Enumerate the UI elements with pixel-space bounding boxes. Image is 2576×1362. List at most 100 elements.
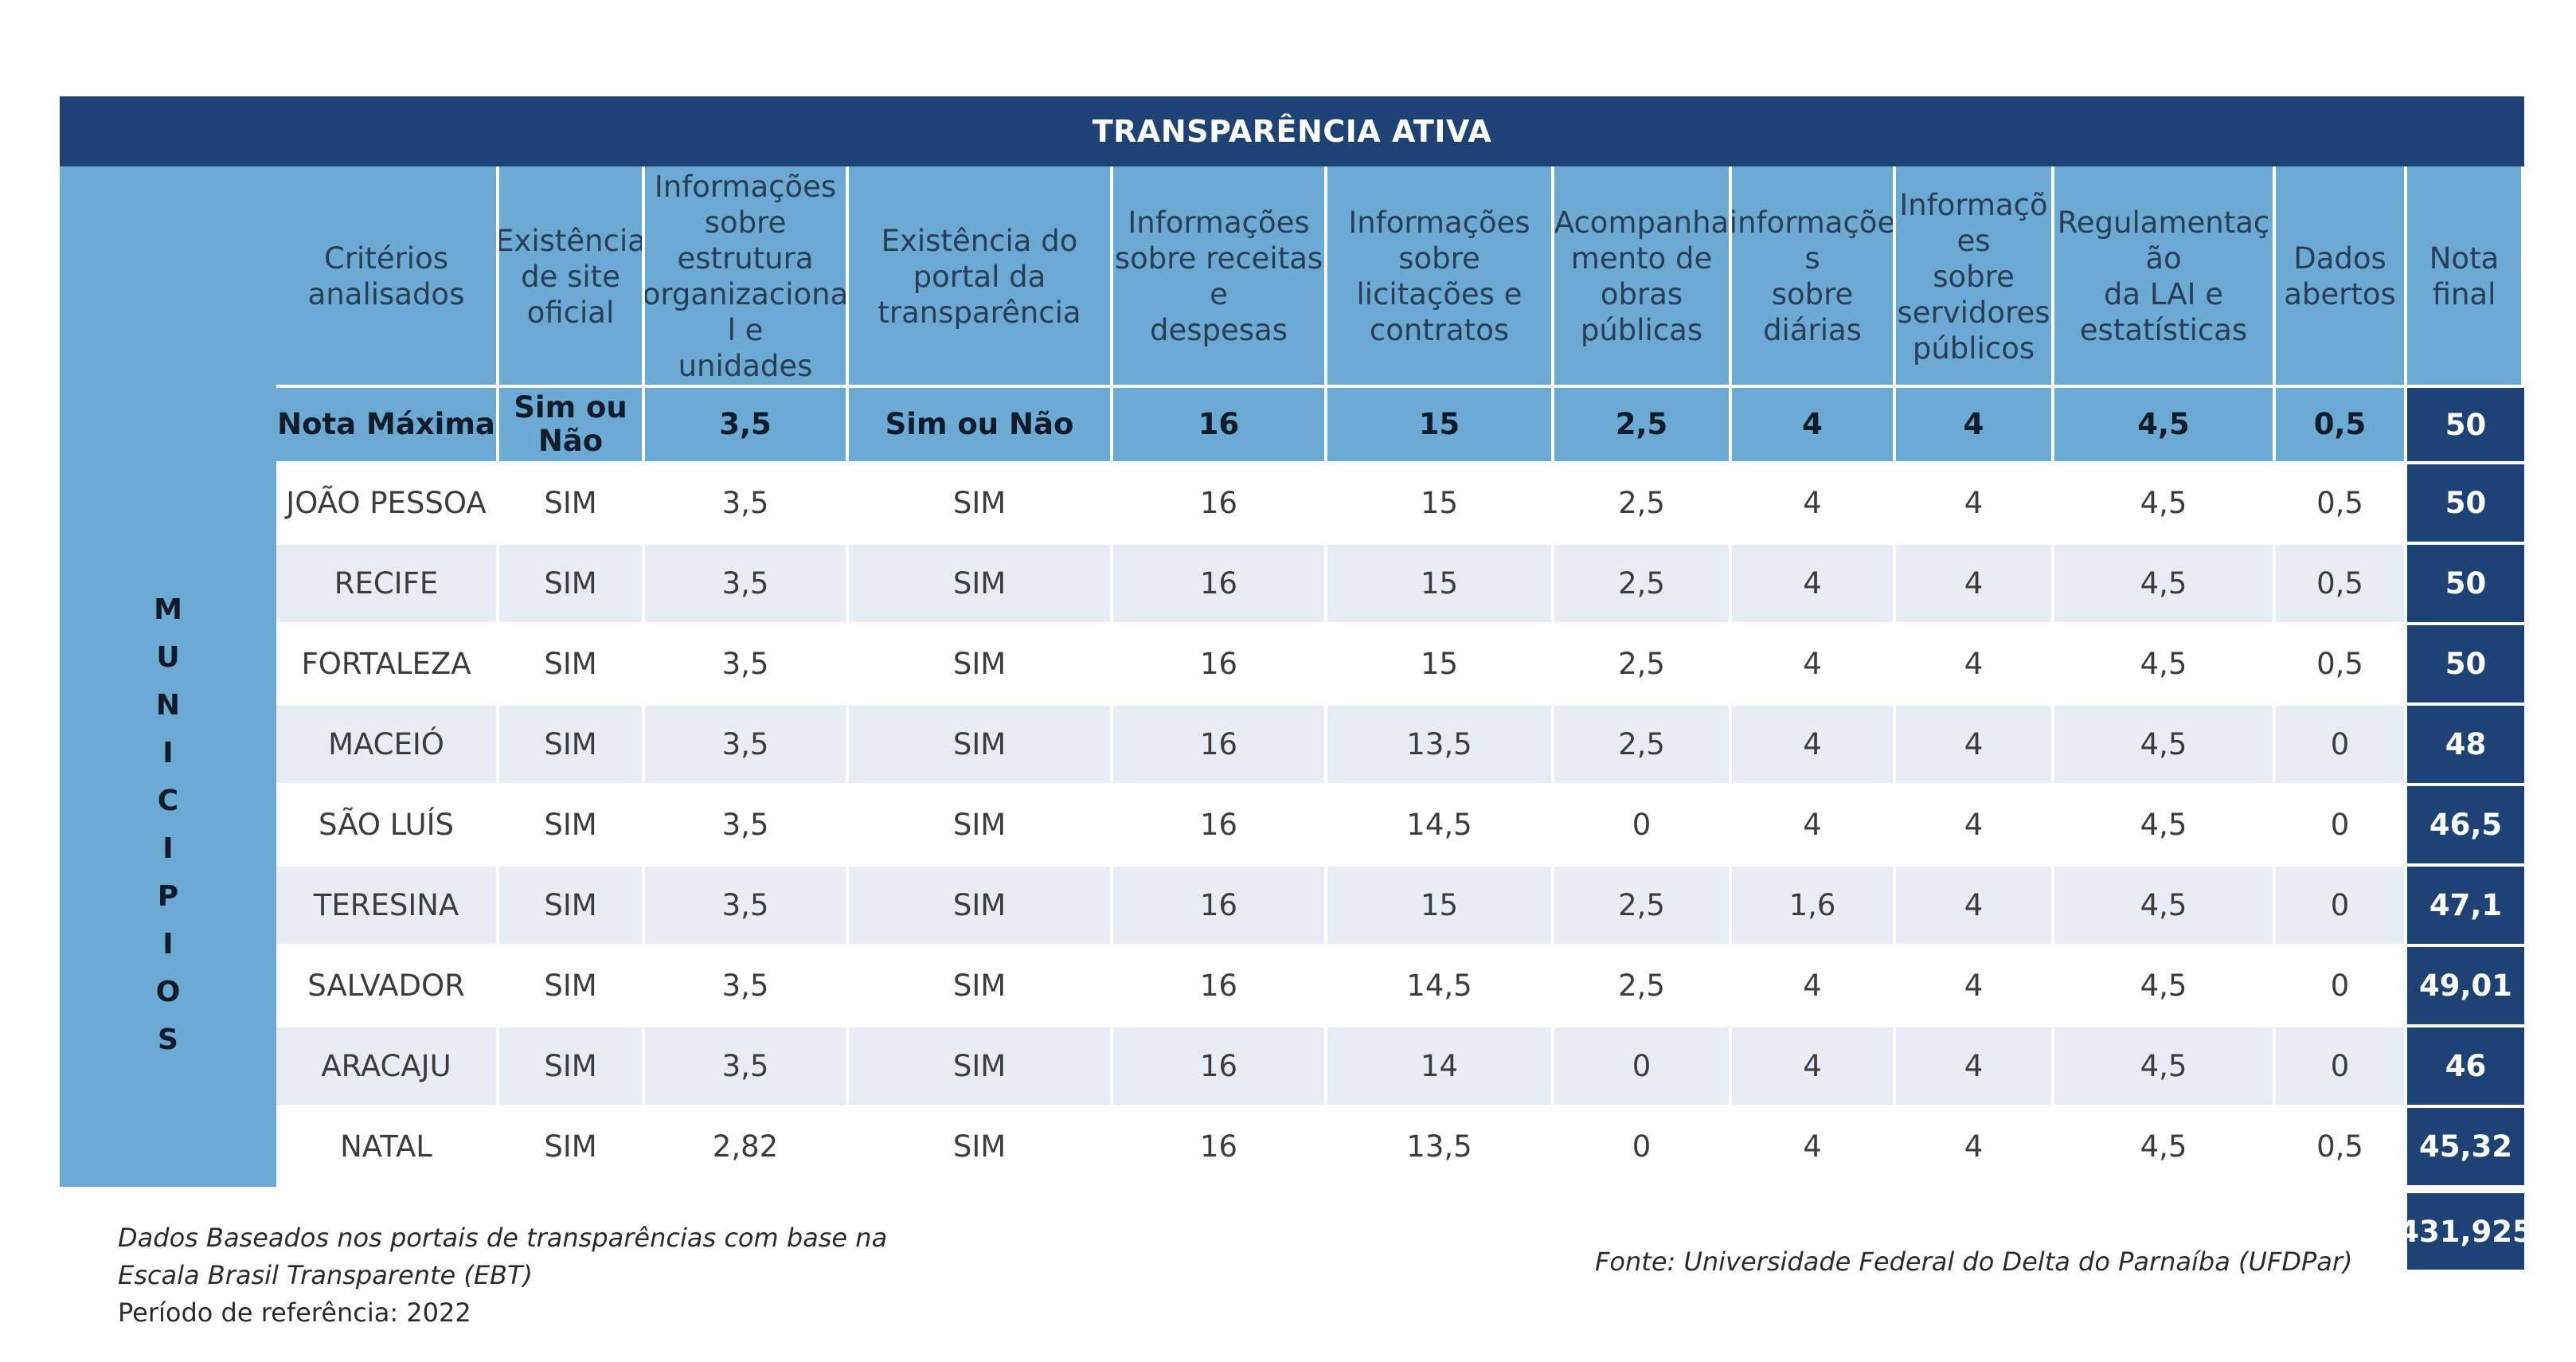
column-header: Acompanha mento de obras públicas [1554,166,1732,386]
table-cell: 2,5 [1554,543,1732,624]
row-separator [276,1185,2524,1188]
table-cell-text: 3,5 [721,647,769,681]
table-cell: 3,5 [645,945,849,1026]
table-cell-text: 2,5 [1618,727,1665,761]
municipality-name: TERESINA [276,865,499,945]
table-cell: 2,5 [1554,704,1732,785]
table-cell-text: SIM [544,647,597,681]
municipality-name-text: NATAL [340,1129,432,1164]
max-score-cell-text: 4 [1963,407,1984,441]
table-cell: 4 [1732,704,1896,785]
table-cell-text: 4 [1964,969,1984,1003]
table-cell: 14 [1327,1026,1554,1106]
table-cell-text: 0,5 [2316,486,2363,520]
table-cell: 4 [1896,785,2054,865]
table-cell: 15 [1327,463,1554,543]
table-cell-text: 3,5 [721,888,769,922]
table-cell-text: 14,5 [1406,808,1472,842]
table-cell-text: 0 [2330,1049,2350,1083]
table-cell: SIM [849,463,1113,543]
table-cell: 0,5 [2276,463,2407,543]
table-cell: 4 [1896,463,2054,543]
row-separator [276,461,2524,464]
table-cell-text: 3,5 [721,566,769,601]
max-score-cell-text: 0,5 [2313,407,2367,441]
municipality-name: FORTALEZA [276,624,499,704]
table-cell-text: 16 [1199,1129,1238,1164]
municipality-name: RECIFE [276,543,499,624]
row-separator [276,863,2524,867]
table-cell-text: 15 [1420,566,1459,601]
table-cell-text: 13,5 [1406,727,1472,761]
table-cell: 4,5 [2054,1026,2276,1106]
table-cell-text: 4 [1964,888,1984,922]
table-cell-text: 2,5 [1618,486,1665,520]
table-cell-text: SIM [952,1049,1007,1083]
footnote-line-3: Período de referência: 2022 [118,1297,471,1328]
table-cell: 4 [1896,704,2054,785]
table-cell: 4,5 [2054,543,2276,624]
table-cell: 3,5 [645,624,849,704]
table-cell-text: SIM [952,566,1007,601]
table-cell-text: SIM [544,566,597,601]
table-cell: SIM [849,785,1113,865]
table-cell: SIM [849,704,1113,785]
table-cell: 4 [1732,945,1896,1026]
table-cell-text: SIM [544,1129,597,1164]
table-cell-text: 4,5 [2140,1049,2187,1083]
table-cell: 4,5 [2054,624,2276,704]
table-cell-text: 4 [1803,566,1822,601]
table-cell-text: 4 [1803,727,1822,761]
max-score-cell: Nota Máxima [276,386,499,463]
table-cell: 0 [2276,945,2407,1026]
column-header: Informações sobre estrutura organizacion… [645,166,849,386]
max-score-cell: Sim ou Não [849,386,1113,463]
table-cell: 4,5 [2054,945,2276,1026]
table-cell: SIM [499,1106,645,1187]
table-cell: 4,5 [2054,463,2276,543]
final-score-cell: 45,32 [2407,1106,2524,1187]
table-cell-text: 4 [1803,808,1822,842]
final-score-cell-text: 46,5 [2429,808,2503,842]
table-cell: 0 [2276,1026,2407,1106]
final-score-cell-text: 50 [2445,647,2487,681]
table-cell-text: 4 [1964,566,1984,601]
row-separator [276,622,2524,625]
max-score-cell-text: Sim ou Não [885,407,1074,441]
table-cell-text: 0,5 [2316,566,2363,601]
final-score-cell-text: 50 [2445,566,2487,601]
table-cell-text: 13,5 [1406,1129,1472,1164]
max-score-cell: 4 [1732,386,1896,463]
column-header-text: informaçõe s sobre diárias [1732,205,1896,347]
side-label-text: M U N I C I P I O S [154,593,182,1056]
table-cell-text: 0 [1632,808,1652,842]
table-cell: SIM [849,543,1113,624]
table-cell-text: 3,5 [721,808,769,842]
table-cell-text: 4 [1803,969,1822,1003]
column-header-text: Informações sobre receitas e despesas [1114,205,1323,347]
table-cell-text: SIM [952,647,1007,681]
table-cell: 16 [1113,785,1327,865]
column-header-text: Existência do portal da transparência [878,223,1081,330]
header-corner [60,166,276,463]
table-cell-text: SIM [544,969,597,1003]
final-score-cell-text: 47,1 [2429,888,2503,922]
total-score-cell-text: 431,925 [2407,1214,2524,1249]
table-cell-text: 4,5 [2140,888,2187,922]
table-cell-text: SIM [544,486,597,520]
source-note: Fonte: Universidade Federal do Delta do … [1595,1247,2353,1277]
final-score-cell-text: 50 [2445,486,2487,520]
final-score-cell: 50 [2407,543,2524,624]
column-header: Dados abertos [2276,166,2407,386]
max-score-cell-text: 16 [1198,407,1240,441]
final-score-cell: 50 [2407,624,2524,704]
final-score-cell-text: 45,32 [2418,1129,2513,1164]
column-header-text: Critérios analisados [307,241,465,311]
header-separator [276,385,2524,388]
column-header-text: Informações sobre licitações e contratos [1348,205,1530,347]
table-cell-text: 4,5 [2140,727,2187,761]
table-cell-text: 2,5 [1618,566,1665,601]
max-score-cell-text: 2,5 [1615,407,1668,441]
table-cell: SIM [499,785,645,865]
row-separator [276,944,2524,947]
